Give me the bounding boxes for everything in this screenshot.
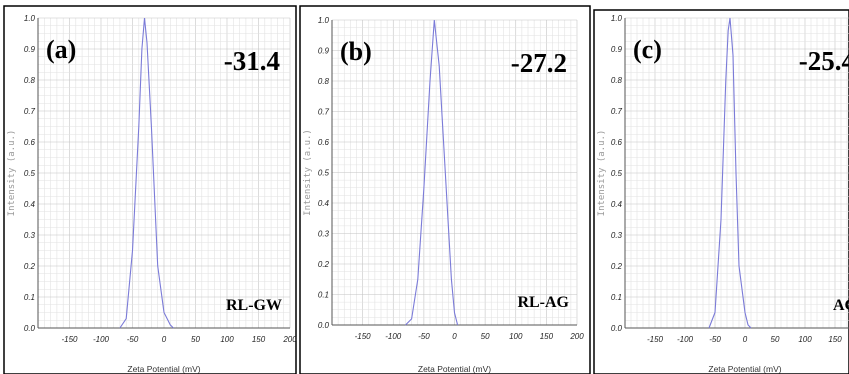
chart-panel-3: 0.0 0.1 0.2 0.3 0.4 0.5 0.6 0.7 0.8 0.9 1.0 -150 -10… [593, 9, 849, 374]
y-tick-label: 0.4 [611, 200, 623, 209]
y-tick-label: 0.1 [611, 293, 622, 302]
x-tick-label: 200 [569, 332, 584, 341]
y-tick-label: 0.5 [318, 169, 330, 178]
grid-lines [331, 19, 578, 326]
x-tick-label: 100 [220, 335, 234, 344]
panel-letter: (b) [340, 37, 372, 66]
x-axis-label: Zeta Potential (mV) [418, 364, 491, 374]
panel-letter: (c) [633, 35, 662, 64]
y-tick-label: 0.6 [611, 138, 623, 147]
y-tick-label: 0.1 [318, 291, 329, 300]
y-tick-label: 1.0 [24, 14, 36, 23]
chart-panel-1: 0.0 0.1 0.2 0.3 0.4 0.5 0.6 0.7 0.8 0.9 1.0 -150 -10… [3, 5, 297, 374]
x-tick-label: -100 [385, 332, 402, 341]
y-tick-label: 0.4 [318, 199, 330, 208]
y-tick-label: 0.9 [24, 45, 36, 54]
sample-label: AG [833, 297, 849, 314]
y-tick-label: 0.6 [318, 138, 330, 147]
y-axis-label: Intensity (a.u.) [7, 130, 17, 217]
zeta-value-label: -25.4 [799, 46, 849, 76]
y-tick-label: 0.5 [611, 169, 623, 178]
zeta-value-label: -31.4 [224, 46, 280, 76]
x-tick-label: -100 [93, 335, 110, 344]
x-axis-label: Zeta Potential (mV) [127, 364, 200, 374]
x-tick-label: 100 [509, 332, 523, 341]
y-tick-label: 0.8 [24, 76, 36, 85]
y-tick-label: 0.5 [24, 169, 36, 178]
grid-lines [37, 17, 291, 329]
zeta-value-label: -27.2 [511, 48, 567, 78]
x-tick-label: -50 [709, 335, 721, 344]
x-tick-label: 200 [282, 335, 297, 344]
y-tick-label: 1.0 [318, 16, 330, 25]
y-tick-label: 0.8 [611, 76, 623, 85]
y-axis-label: Intensity (a.u.) [597, 130, 607, 217]
sample-label: RL-GW [226, 297, 282, 314]
y-tick-label: 0.3 [611, 231, 623, 240]
x-tick-label: -50 [418, 332, 430, 341]
panel-frame [299, 5, 591, 374]
y-tick-label: 0.2 [24, 262, 36, 271]
y-tick-label: 0.1 [24, 293, 35, 302]
panel-letter: (a) [46, 35, 76, 64]
x-tick-label: 150 [540, 332, 554, 341]
x-tick-label: -150 [647, 335, 664, 344]
y-axis-label: Intensity (a.u.) [303, 129, 313, 216]
y-tick-label: 0.2 [318, 260, 330, 269]
x-tick-label: -50 [127, 335, 139, 344]
x-tick-label: 50 [771, 335, 780, 344]
x-tick-label: 50 [481, 332, 490, 341]
y-tick-label: 0.7 [611, 107, 623, 116]
y-tick-label: 0.8 [318, 77, 330, 86]
y-tick-label: 0.9 [318, 47, 330, 56]
x-tick-label: -150 [61, 335, 78, 344]
y-tick-label: 0.0 [318, 321, 330, 330]
y-tick-label: 0.7 [24, 107, 36, 116]
y-tick-label: 0.0 [24, 324, 36, 333]
zeta-distribution-line [708, 17, 752, 329]
y-tick-label: 0.3 [24, 231, 36, 240]
chart-panel-2: 0.0 0.1 0.2 0.3 0.4 0.5 0.6 0.7 0.8 0.9 1.0 -150 -10… [299, 5, 591, 374]
y-tick-label: 0.7 [318, 108, 330, 117]
sample-label: RL-AG [517, 294, 569, 311]
x-tick-label: -100 [677, 335, 694, 344]
y-tick-label: 0.9 [611, 45, 623, 54]
y-tick-label: 0.0 [611, 324, 623, 333]
x-tick-label: 50 [191, 335, 200, 344]
zeta-distribution-line [405, 19, 459, 326]
x-axis-label: Zeta Potential (mV) [708, 364, 781, 374]
x-tick-label: 150 [828, 335, 842, 344]
x-tick-label: 150 [252, 335, 266, 344]
x-tick-label: 0 [452, 332, 457, 341]
y-tick-label: 0.2 [611, 262, 623, 271]
x-tick-label: 0 [162, 335, 167, 344]
zeta-distribution-line [119, 17, 174, 329]
x-tick-label: -150 [355, 332, 372, 341]
y-tick-label: 1.0 [611, 14, 623, 23]
x-tick-label: 100 [798, 335, 812, 344]
x-tick-label: 0 [743, 335, 748, 344]
y-tick-label: 0.4 [24, 200, 36, 209]
y-tick-label: 0.3 [318, 230, 330, 239]
y-tick-label: 0.6 [24, 138, 36, 147]
